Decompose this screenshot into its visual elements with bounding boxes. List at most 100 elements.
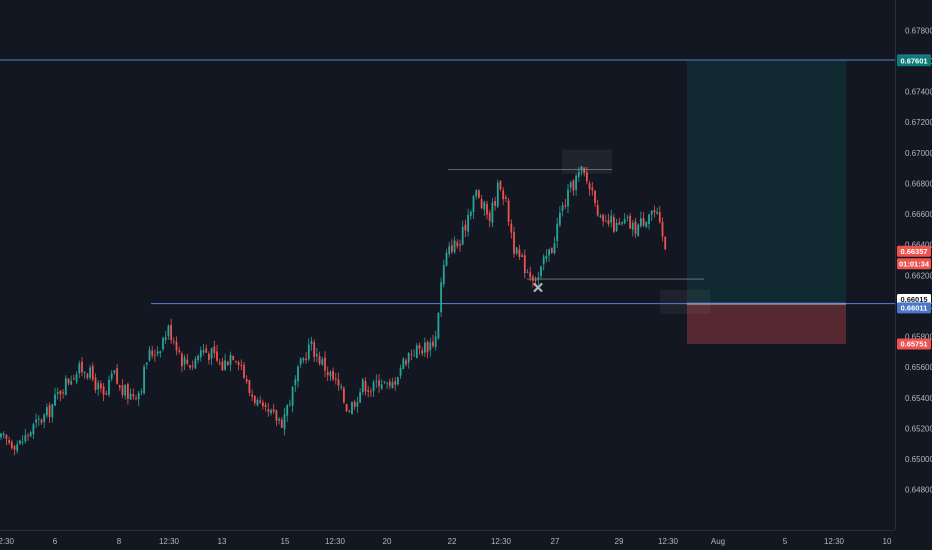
time-tick-label: 15 [281, 537, 290, 546]
candle-body [556, 223, 559, 242]
candle-body [172, 340, 175, 342]
candle-body [297, 366, 299, 382]
candle-body [569, 182, 572, 188]
candle-body [256, 400, 259, 406]
candle-body [580, 166, 583, 171]
candle-body [240, 365, 243, 366]
time-tick-label: Aug [711, 537, 725, 546]
candle-body [70, 380, 73, 385]
candle-body [19, 440, 21, 444]
candle-body [550, 247, 553, 253]
candle-body [577, 172, 580, 178]
candle-body [124, 385, 127, 396]
candle-body [459, 244, 461, 246]
candle-body [262, 402, 264, 407]
candle-body [429, 342, 432, 351]
position-layer[interactable] [660, 60, 846, 345]
candle-body [243, 364, 245, 378]
price-tick-label: 0.66200 [905, 271, 932, 280]
candle-body [545, 255, 548, 259]
candle-body [54, 394, 56, 406]
candle-body [5, 434, 8, 439]
candle-body [205, 348, 208, 353]
candle-body [280, 419, 283, 428]
candle-body [253, 395, 256, 403]
candle-body [140, 391, 143, 393]
candle-body [332, 370, 334, 380]
candle-body [372, 382, 375, 392]
candle-body [318, 355, 321, 364]
candle-body [515, 247, 518, 254]
candle-body [380, 384, 383, 389]
candle-body [407, 353, 410, 363]
price-tick-label: 0.65000 [905, 455, 932, 464]
candle-body [642, 218, 645, 226]
candle-body [29, 432, 32, 437]
candle-body [502, 190, 505, 200]
candle-body [213, 346, 216, 354]
candle-body [378, 380, 380, 387]
candle-body [486, 203, 488, 215]
candle-body [135, 398, 137, 400]
candle-body [534, 279, 537, 281]
position-target-zone[interactable] [687, 60, 846, 304]
candle-body [648, 214, 650, 225]
candle-body [305, 358, 307, 361]
annotation-layer[interactable] [448, 149, 704, 293]
cross-marker-icon[interactable] [533, 282, 543, 293]
candle-body [51, 404, 54, 418]
level-layer[interactable] [0, 59, 895, 305]
candle-body [162, 338, 164, 350]
candle-body [399, 368, 402, 376]
candle-body [529, 272, 532, 278]
candle-body [634, 221, 637, 234]
candle-body [432, 341, 434, 346]
candle-body [251, 394, 253, 397]
candle-body [283, 414, 286, 430]
candle-body [621, 222, 623, 224]
candle-body [289, 403, 291, 405]
candle-body [183, 357, 186, 365]
candle-body [475, 190, 478, 197]
price-tag [897, 338, 931, 350]
candle-body [469, 211, 472, 216]
candle-body [321, 359, 324, 365]
candle-body [167, 325, 170, 337]
price-tag-label: 0.66011 [901, 304, 928, 313]
candle-body [370, 391, 372, 393]
candle-body [453, 240, 456, 253]
candle-body [637, 224, 640, 236]
candle-body [532, 276, 534, 281]
candle-body [113, 370, 116, 373]
time-tick-label: 12:30 [325, 537, 346, 546]
candle-body [278, 419, 280, 421]
price-tag-label: 0.66357 [900, 247, 927, 256]
position-stop-zone[interactable] [687, 303, 846, 345]
candle-body [567, 189, 569, 207]
candle-body [156, 351, 159, 354]
candle-body [16, 444, 19, 452]
candle-body [499, 181, 502, 190]
swing-high-box[interactable] [562, 149, 612, 174]
candle-body [650, 211, 653, 215]
candle-layer [0, 165, 667, 456]
candle-body [164, 336, 167, 341]
time-tick-label: 12:30 [159, 537, 180, 546]
candle-body [480, 198, 483, 209]
candle-body [421, 350, 424, 354]
time-tick-label: 12:30 [658, 537, 679, 546]
time-axis[interactable]: 12:30 6 8 12:30 13 15 12:30 20 22 12:30 27 29 12:30 A… [0, 537, 892, 546]
candle-body [661, 221, 664, 237]
candle-body [340, 386, 343, 388]
candle-body [337, 379, 340, 386]
price-tick-label: 0.65800 [905, 333, 932, 342]
candle-body [210, 348, 213, 359]
candle-body [656, 211, 658, 214]
candle-body [664, 236, 667, 250]
price-tick-label: 0.65200 [905, 424, 932, 433]
position-handle-box[interactable] [660, 289, 710, 314]
candle-body [394, 381, 397, 385]
price-tag [897, 55, 931, 67]
candle-body [307, 344, 310, 360]
